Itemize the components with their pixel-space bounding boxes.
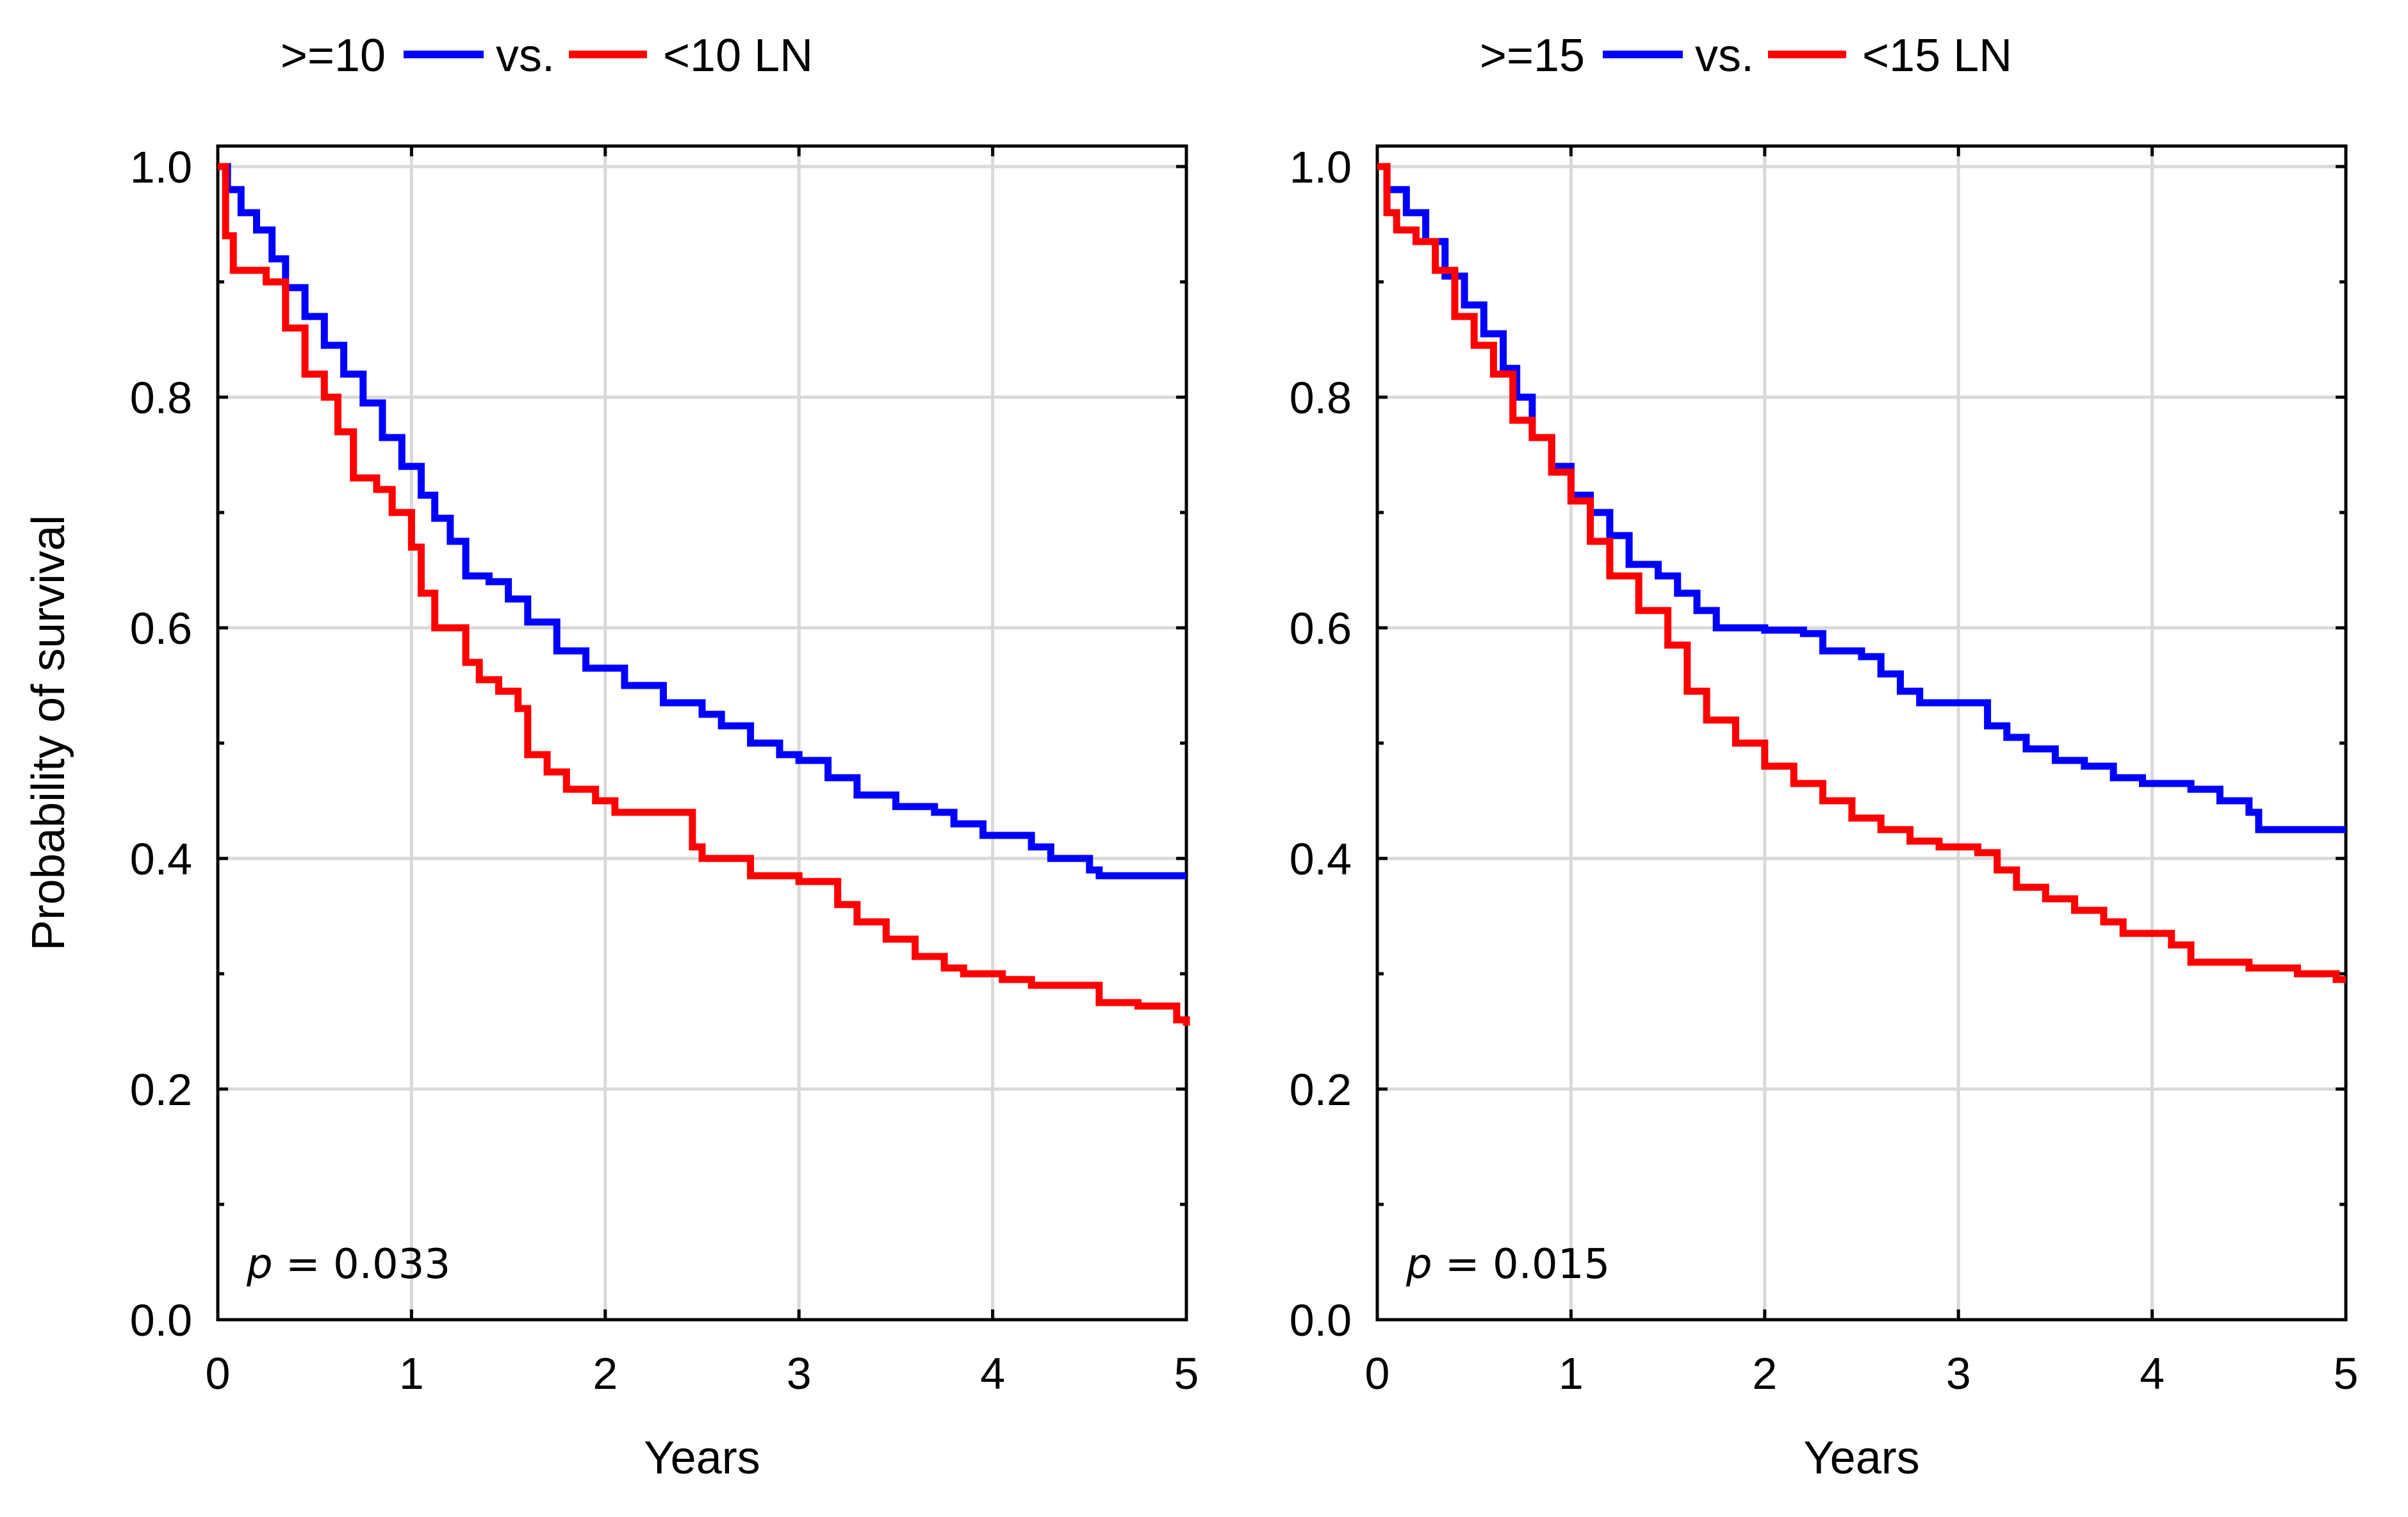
survival-curve-low (1377, 163, 2346, 983)
legend-vs-label: vs. (496, 30, 555, 81)
p-symbol: p (1405, 1241, 1432, 1288)
plot-frame (216, 144, 1188, 1322)
y-tick-label: 0.4 (1290, 834, 1352, 884)
p-value: = 0.015 (1432, 1241, 1610, 1288)
legend-label-high: >=15 (1480, 30, 1585, 81)
y-tick-label: 1.0 (130, 142, 192, 192)
x-tick-label: 2 (593, 1349, 618, 1398)
p-value-label: p = 0.033 (246, 1241, 450, 1288)
axis-ticks: 0 1 2 3 4 5 0.0 0.2 0.4 0.6 0.8 1.0 (1290, 142, 2359, 1398)
survival-curve-low (218, 163, 1190, 1026)
y-tick-label: 0.2 (130, 1065, 192, 1115)
y-tick-label: 0.2 (1290, 1065, 1352, 1115)
p-value: = 0.033 (273, 1241, 451, 1288)
grid-lines (1377, 146, 2346, 1320)
p-value-label: p = 0.015 (1405, 1241, 1610, 1288)
x-tick-label: 5 (2334, 1349, 2359, 1398)
x-axis-title: Years (644, 1432, 760, 1484)
legend-vs-label: vs. (1695, 30, 1754, 81)
x-tick-label: 3 (1946, 1349, 1971, 1398)
legend: >=10 vs. <10 LN (281, 30, 813, 81)
y-tick-label: 0.0 (130, 1295, 192, 1345)
legend-label-low: <10 LN (663, 30, 813, 81)
grid-lines (218, 146, 1186, 1320)
survival-curve-high (218, 163, 1186, 880)
x-tick-label: 0 (206, 1349, 231, 1398)
legend: >=15 vs. <15 LN (1480, 30, 2012, 81)
y-tick-label: 0.6 (1290, 603, 1352, 653)
x-tick-label: 4 (980, 1349, 1005, 1398)
plot-frame (1375, 144, 2348, 1322)
y-tick-label: 0.6 (130, 603, 192, 653)
y-tick-label: 0.8 (1290, 373, 1352, 423)
y-axis-title: Probability of survival (23, 515, 74, 951)
y-tick-label: 0.4 (130, 834, 192, 884)
survival-curve-high (1377, 163, 2346, 833)
axis-ticks: 0 1 2 3 4 5 0.0 0.2 0.4 0.6 0.8 1.0 (130, 142, 1199, 1398)
legend-label-high: >=10 (281, 30, 386, 81)
chart-panel-2: 0 1 2 3 4 5 0.0 0.2 0.4 0.6 0.8 1.0 Years p = 0.015 >=… (1290, 30, 2359, 1484)
x-tick-label: 4 (2140, 1349, 2165, 1398)
x-tick-label: 0 (1365, 1349, 1390, 1398)
x-tick-label: 5 (1174, 1349, 1199, 1398)
p-symbol: p (246, 1241, 273, 1288)
x-tick-label: 3 (787, 1349, 812, 1398)
x-tick-label: 1 (399, 1349, 424, 1398)
chart-panel-1: 0 1 2 3 4 5 0.0 0.2 0.4 0.6 0.8 1.0 Years Probability… (23, 30, 1199, 1484)
legend-label-low: <15 LN (1862, 30, 2012, 81)
y-tick-label: 0.8 (130, 373, 192, 423)
x-axis-title: Years (1803, 1432, 1919, 1484)
x-tick-label: 2 (1752, 1349, 1777, 1398)
x-tick-label: 1 (1559, 1349, 1584, 1398)
y-tick-label: 1.0 (1290, 142, 1352, 192)
y-tick-label: 0.0 (1290, 1295, 1352, 1345)
